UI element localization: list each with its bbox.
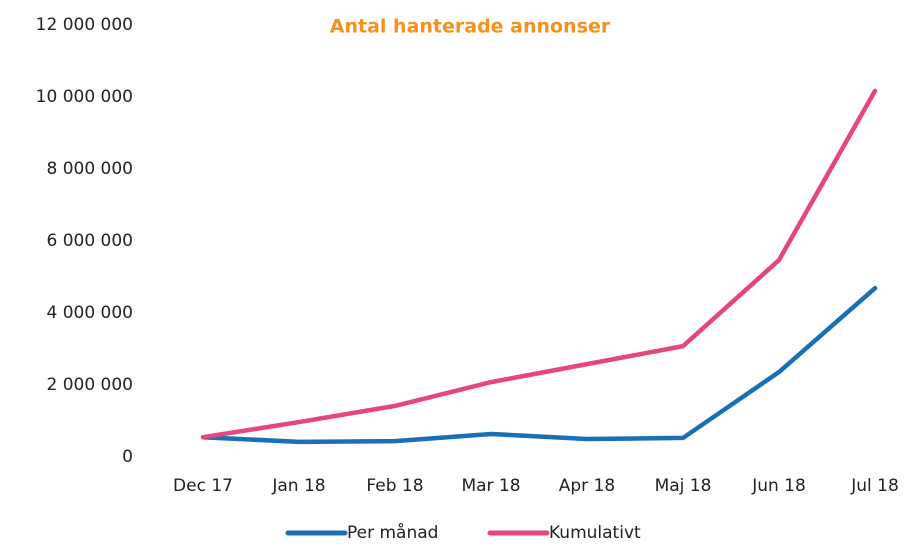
x-tick-label: Jan 18 [271,476,325,496]
x-tick-label: Jul 18 [850,476,899,496]
y-tick-label: 0 [122,447,133,467]
x-tick-label: Maj 18 [655,476,712,496]
x-tick-label: Jun 18 [751,476,806,496]
x-tick-label: Feb 18 [366,476,423,496]
y-tick-label: 6 000 000 [46,231,133,251]
line-series [200,285,878,445]
y-tick-label: 8 000 000 [46,159,133,179]
x-tick-label: Mar 18 [461,476,520,496]
y-tick-label: 2 000 000 [46,375,133,395]
x-tick-label: Dec 17 [173,476,233,496]
y-tick-label: 10 000 000 [36,87,133,107]
x-tick-label: Apr 18 [559,476,615,496]
chart-title: Antal hanterade annonser [330,16,611,38]
y-tick-label: 4 000 000 [46,303,133,323]
line-series [200,88,878,440]
y-tick-label: 12 000 000 [36,15,133,35]
legend-label: Kumulativt [549,523,641,543]
legend-label: Per månad [347,522,438,543]
